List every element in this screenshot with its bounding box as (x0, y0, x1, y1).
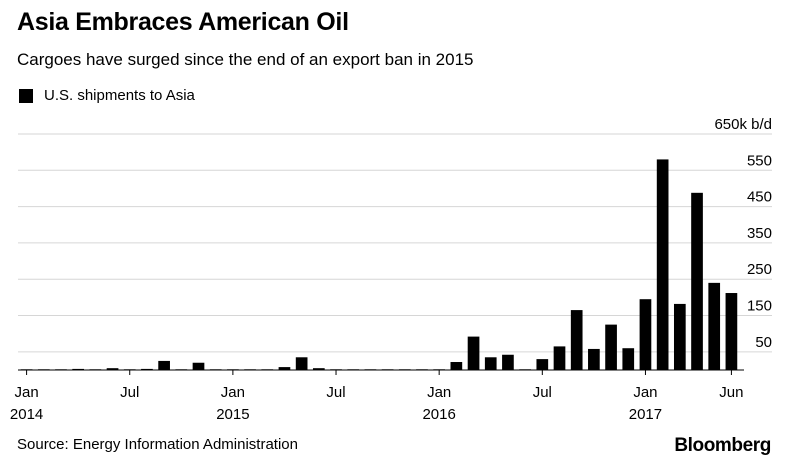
bar (691, 192, 703, 370)
y-tick-label: 50 (755, 334, 772, 351)
bar (588, 348, 600, 370)
chart-subtitle: Cargoes have surged since the end of an … (17, 50, 474, 69)
bar (656, 159, 669, 370)
bar (106, 368, 119, 370)
y-tick-label: 250 (747, 261, 772, 278)
y-tick-label: 450 (747, 189, 772, 206)
y-tick-label: 350 (747, 225, 772, 242)
y-tick-label: 550 (747, 152, 772, 169)
x-year-label: 2015 (216, 406, 249, 423)
x-tick-label: Jan (427, 384, 451, 401)
x-tick-label: Jul (533, 384, 552, 401)
y-unit-label: 650k b/d (714, 116, 772, 133)
bar (467, 336, 480, 370)
y-tick-label: 150 (747, 298, 772, 315)
x-tick-label: Jul (120, 384, 139, 401)
bloomberg-logo: Bloomberg (674, 435, 771, 456)
bar (312, 368, 325, 370)
x-year-label: 2016 (422, 406, 455, 423)
chart-title: Asia Embraces American Oil (17, 8, 349, 36)
bar (278, 367, 291, 370)
x-tick-label: Jul (326, 384, 345, 401)
legend-swatch (19, 88, 33, 103)
legend-label: U.S. shipments to Asia (44, 87, 195, 104)
bar (158, 360, 170, 370)
bar (72, 368, 85, 370)
bar (605, 324, 617, 370)
bar (622, 348, 635, 370)
bar (484, 357, 497, 370)
source-note: Source: Energy Information Administratio… (17, 436, 298, 453)
x-tick-label: Jun (719, 384, 743, 401)
bar (450, 362, 463, 370)
x-tick-label: Jan (15, 384, 39, 401)
bar (192, 362, 205, 370)
x-tick-label: Jan (633, 384, 657, 401)
bar (553, 346, 566, 370)
x-year-label: 2017 (629, 406, 662, 423)
bar (708, 282, 721, 370)
bar (639, 299, 652, 370)
bar (725, 293, 738, 370)
bar (570, 310, 583, 370)
x-year-label: 2014 (10, 406, 43, 423)
bar (295, 357, 308, 370)
x-tick-label: Jan (221, 384, 245, 401)
bar (502, 354, 514, 370)
bar (536, 359, 549, 370)
bar (673, 303, 686, 370)
bar (141, 368, 153, 370)
legend: U.S. shipments to Asia (19, 87, 195, 104)
